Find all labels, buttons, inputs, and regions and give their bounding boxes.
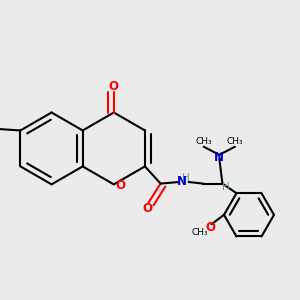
- Text: H: H: [182, 173, 190, 183]
- Text: O: O: [205, 221, 215, 234]
- Text: CH₃: CH₃: [191, 228, 208, 237]
- Text: CH₃: CH₃: [195, 136, 212, 146]
- Text: H: H: [222, 182, 230, 192]
- Text: CH₃: CH₃: [226, 136, 243, 146]
- Text: O: O: [142, 202, 152, 215]
- Text: N: N: [214, 151, 224, 164]
- Text: N: N: [177, 175, 187, 188]
- Text: O: O: [109, 80, 119, 93]
- Text: O: O: [116, 179, 126, 192]
